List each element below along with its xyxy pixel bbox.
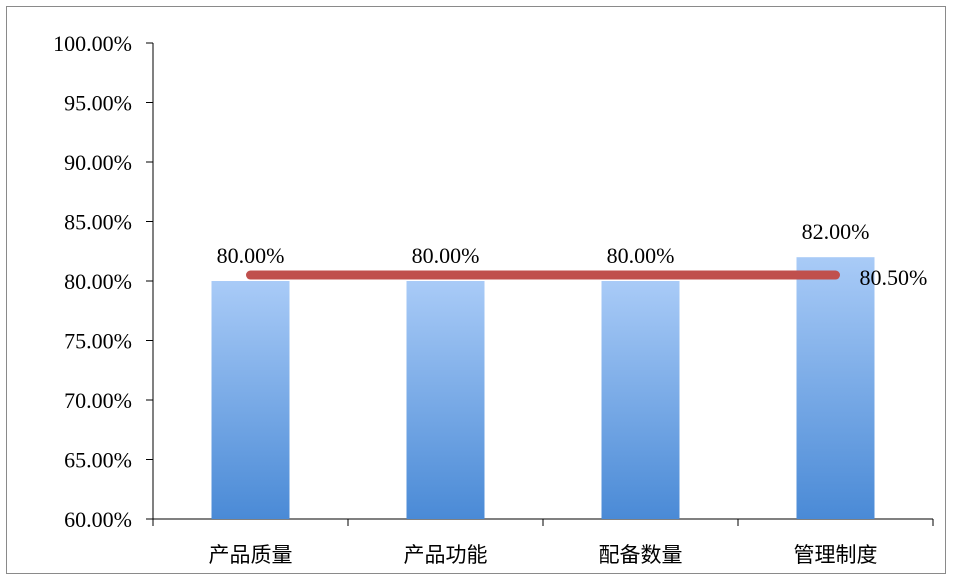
- labels: 产品质量 产品功能 配备数量 管理制度 80.00% 80.00% 80.00% 82.00%…: [209, 219, 928, 567]
- y-tick-label: 65.00%: [64, 448, 132, 473]
- bar: [211, 281, 290, 519]
- bar-data-label: 80.00%: [217, 243, 285, 268]
- bar: [601, 281, 680, 519]
- bar-data-label: 80.00%: [412, 243, 480, 268]
- x-tick-label: 产品功能: [404, 543, 488, 567]
- axes: 60.00% 65.00% 70.00% 75.00% 80.00% 85.00% 90.0…: [53, 31, 934, 532]
- y-tick-label: 80.00%: [64, 269, 132, 294]
- y-tick-label: 85.00%: [64, 210, 132, 235]
- bars: [211, 257, 875, 519]
- x-tick-label: 配备数量: [599, 543, 683, 567]
- y-tick-label: 60.00%: [64, 507, 132, 532]
- bar: [796, 257, 875, 519]
- y-tick-label: 75.00%: [64, 329, 132, 354]
- bar-data-label: 80.00%: [607, 243, 675, 268]
- bar: [406, 281, 485, 519]
- y-tick-label: 95.00%: [64, 91, 132, 116]
- line-end-label: 80.50%: [860, 265, 928, 290]
- bar-data-label: 82.00%: [802, 219, 870, 244]
- y-tick-label: 70.00%: [64, 388, 132, 413]
- x-tick-label: 管理制度: [794, 543, 878, 567]
- y-tick-label: 100.00%: [53, 31, 132, 56]
- x-tick-label: 产品质量: [209, 543, 293, 567]
- y-tick-label: 90.00%: [64, 150, 132, 175]
